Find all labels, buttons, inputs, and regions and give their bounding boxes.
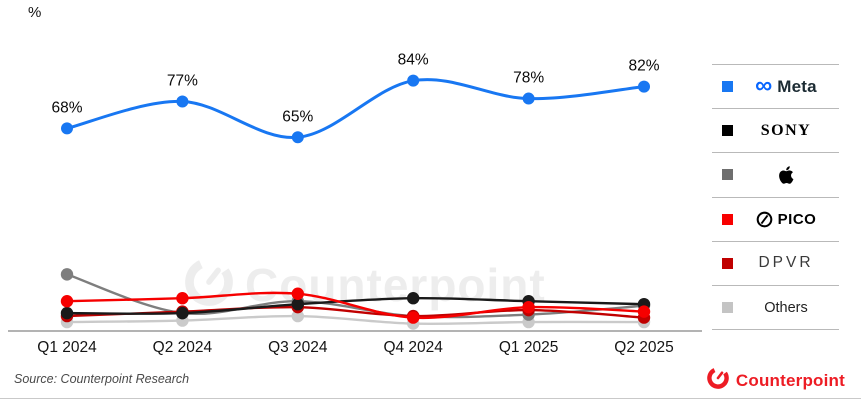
x-axis-labels: Q1 2024 Q2 2024 Q3 2024 Q4 2024 Q1 2025 Q2 20…	[0, 339, 861, 361]
data-label: 68%	[51, 99, 82, 116]
series-line-others	[65, 314, 646, 326]
legend-swatch	[722, 257, 733, 269]
series-dot-pico	[60, 295, 74, 308]
series-dot-sony	[176, 306, 189, 320]
legend-swatch	[722, 302, 733, 314]
source-note: Source: Counterpoint Research	[14, 372, 190, 386]
legend-swatch	[722, 213, 733, 225]
series-dot-meta	[61, 122, 73, 135]
meta-logo: ∞ Meta	[733, 71, 839, 99]
series-line-pico	[65, 291, 646, 320]
legend-item-pico: PICO	[712, 196, 839, 241]
counterpoint-logo-icon	[706, 366, 730, 395]
series-dot-pico	[637, 305, 651, 318]
series-dot-meta	[522, 92, 535, 105]
series-dot-others	[291, 309, 304, 323]
series-dot-meta	[291, 131, 304, 144]
dpvr-wordmark: DPVR	[758, 254, 814, 272]
series-dot-meta	[176, 95, 189, 108]
series-dot-pico	[407, 311, 420, 324]
others-label: Others	[764, 299, 808, 316]
series-dot-sony	[291, 297, 304, 311]
x-axis-label: Q2 2025	[614, 339, 674, 356]
pico-circle-icon	[756, 211, 772, 227]
x-axis-label: Q1 2025	[498, 339, 559, 356]
legend-item-meta: ∞ Meta	[712, 64, 839, 108]
legend-item-apple	[712, 152, 839, 196]
y-axis-unit-label: %	[28, 4, 42, 21]
sony-logo: SONY	[733, 122, 839, 140]
meta-wordmark: Meta	[777, 76, 817, 96]
pico-logo: PICO	[733, 211, 839, 228]
x-axis-label: Q4 2024	[383, 339, 443, 356]
legend-swatch	[722, 81, 733, 93]
series-dot-pico	[522, 300, 535, 314]
legend-item-dpvr: DPVR	[712, 240, 839, 285]
legend-item-others: Others	[712, 284, 839, 331]
bottom-divider	[0, 398, 861, 399]
series-dot-meta	[638, 80, 650, 93]
series-dot-meta	[407, 74, 420, 87]
legend-swatch	[722, 125, 733, 137]
others-logo: Others	[733, 300, 839, 316]
x-axis-label: Q1 2024	[37, 339, 97, 356]
data-label: 65%	[282, 108, 313, 125]
counterpoint-logo-text: Counterpoint	[735, 370, 845, 390]
pico-wordmark: PICO	[777, 210, 817, 228]
data-label: 77%	[167, 73, 198, 90]
series-dot-sony	[407, 292, 420, 305]
series-line-sony	[65, 296, 646, 315]
series-line-meta	[65, 78, 646, 139]
sony-wordmark: SONY	[760, 121, 812, 139]
series-line-dpvr	[65, 305, 646, 319]
x-axis-label: Q3 2024	[268, 339, 328, 356]
series-dot-pico	[176, 292, 189, 305]
dpvr-logo: DPVR	[733, 254, 839, 272]
data-label: 82%	[628, 58, 659, 75]
data-label: 84%	[398, 52, 429, 69]
meta-infinity-icon: ∞	[755, 71, 773, 99]
apple-logo	[733, 163, 839, 187]
brand-legend: ∞ Meta SONY PICO DPVR Others	[712, 64, 839, 331]
legend-item-sony: SONY	[712, 108, 839, 152]
x-axis-label: Q2 2024	[152, 339, 213, 356]
series-line-apple	[65, 273, 646, 319]
series-dot-apple	[60, 268, 74, 281]
counterpoint-footer-logo: Counterpoint	[706, 366, 845, 395]
apple-logo-icon	[779, 166, 794, 184]
series-dot-pico	[291, 287, 304, 300]
series-dot-sony	[60, 306, 74, 320]
data-label: 78%	[513, 70, 544, 87]
legend-swatch	[722, 169, 733, 181]
